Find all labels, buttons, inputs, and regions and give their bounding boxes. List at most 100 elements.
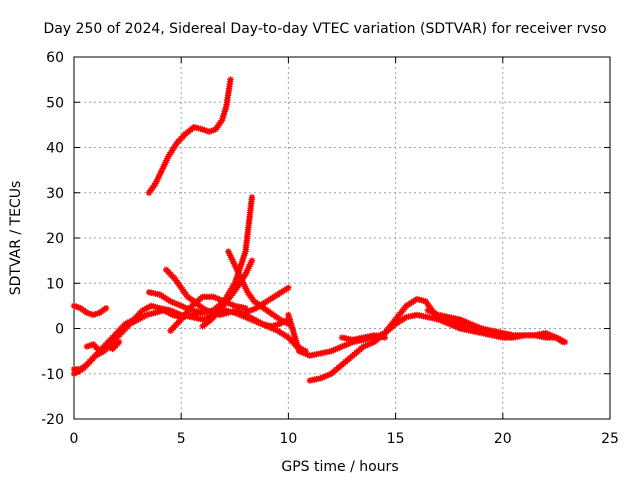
data-point [317,375,324,382]
data-point [238,309,245,316]
data-point [250,316,258,323]
y-tick-label: 0 [55,322,64,338]
data-point [242,304,249,312]
tick-labels: 0 5 10 15 20 25 -20 -10 0 10 20 30 40 50 60 [41,50,619,447]
data-point [343,341,350,348]
data-point [228,256,236,263]
data-point [248,257,256,264]
data-point [428,309,436,316]
data-point [128,317,136,324]
data-point [72,303,80,310]
data-point [161,161,168,168]
data-point [83,309,91,316]
data-point [182,304,189,311]
data-point [245,263,253,270]
data-point [245,265,252,272]
data-point [476,324,483,331]
data-point [276,316,284,323]
data-point [243,287,250,294]
data-point [218,297,226,304]
data-point [450,322,457,329]
data-point [163,157,170,164]
data-point [435,316,442,323]
data-point [243,269,250,276]
data-point [141,312,148,320]
data-point [212,294,219,301]
data-point [544,330,552,338]
data-point [77,367,84,374]
data-point [240,281,248,288]
data-point [167,307,174,314]
series-track-m [338,332,389,344]
y-tick-label: -20 [41,412,64,428]
data-point [169,299,176,306]
data-point [214,295,221,302]
data-point [467,320,474,328]
series-track-n [424,307,496,337]
data-point [94,310,101,317]
data-point [171,299,178,307]
data-point [238,261,245,268]
data-point [115,338,123,346]
data-point [471,322,479,329]
data-point [220,110,228,117]
data-point [551,333,558,340]
data-point [239,279,247,286]
data-point [253,317,260,324]
x-tick-label: 10 [279,431,297,447]
data-point [199,304,206,312]
data-point [456,316,464,323]
data-point [240,310,247,317]
data-point [105,344,112,351]
data-point [272,326,279,334]
data-point [238,277,246,284]
data-point [132,317,140,324]
data-point [323,372,331,379]
data-point [452,323,459,330]
data-point [205,308,213,315]
data-point [332,346,339,353]
data-point [486,328,494,336]
data-point [336,344,344,351]
data-point [368,339,376,347]
data-point [75,368,82,375]
data-point [227,76,234,83]
data-point [141,306,148,313]
data-point [173,309,181,317]
data-point [241,250,249,257]
y-tick-label: 30 [46,186,64,202]
x-tick-label: 15 [387,431,405,447]
data-point [221,108,228,115]
data-point [559,338,567,346]
data-point [139,307,146,314]
data-point [137,315,144,322]
y-tick-label: 10 [46,276,64,292]
data-point [70,302,78,310]
data-point [463,318,470,326]
data-point [227,254,235,261]
data-point [135,316,142,323]
data-point [298,348,305,356]
data-point [220,112,227,120]
data-point [231,261,238,269]
data-point [424,307,431,314]
data-point [175,310,183,318]
data-point [364,341,371,348]
data-point [244,308,251,315]
data-point [233,273,241,281]
data-point [238,258,246,266]
data-point [244,267,251,274]
data-point [248,194,256,201]
data-point [480,326,487,333]
data-point [300,349,307,357]
data-point [484,328,491,335]
data-point [270,325,277,333]
data-point [465,319,472,327]
data-point [246,261,254,268]
data-point [448,321,455,329]
data-point [238,275,245,282]
data-point [437,317,444,324]
data-point [87,341,95,349]
data-point [199,316,206,323]
